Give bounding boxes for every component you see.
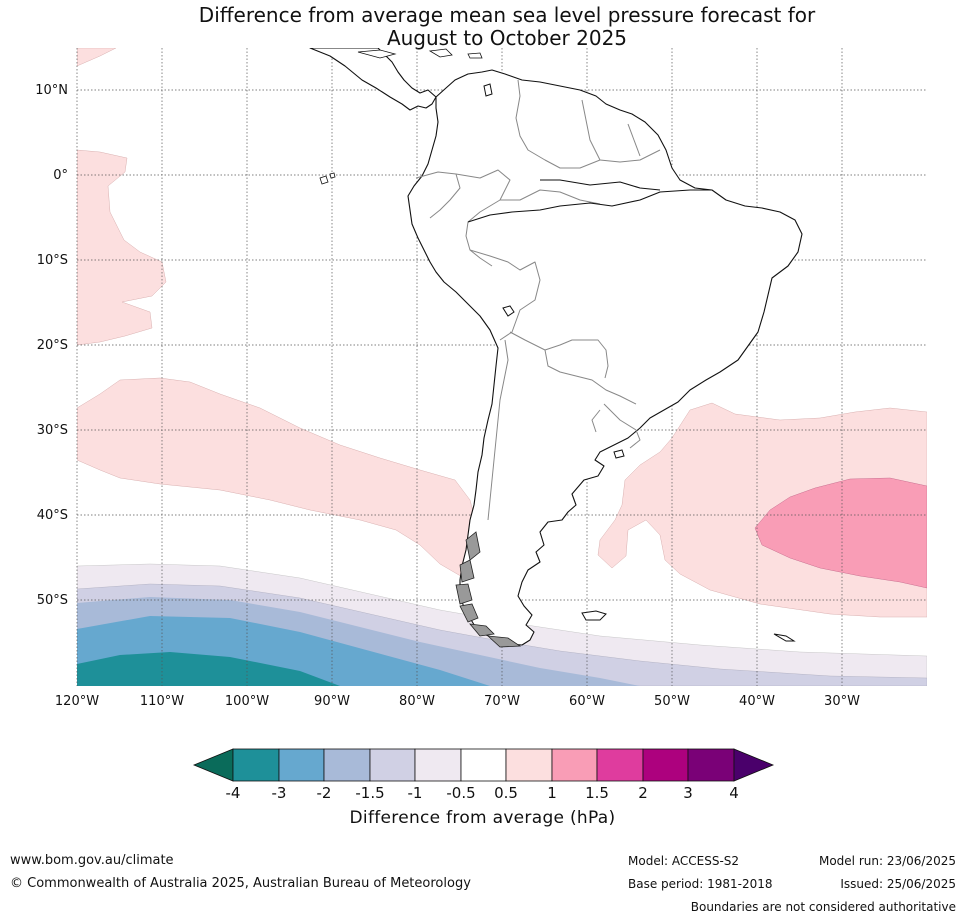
colorbar-tick-label: -1.5 — [355, 784, 384, 802]
colorbar-tick-label: 2 — [638, 784, 648, 802]
anomaly-fill-layer — [77, 48, 927, 686]
model-run-date: Model run: 23/06/2025 — [818, 854, 956, 868]
lon-label: 30°W — [824, 694, 860, 709]
website-link[interactable]: www.bom.gov.au/climate — [10, 853, 174, 868]
boundaries-disclaimer: Boundaries are not considered authoritat… — [690, 900, 956, 914]
central-america-coastline — [309, 48, 437, 111]
colorbar-tick-label: 4 — [729, 784, 739, 802]
colorbar-tick-label: 3 — [683, 784, 693, 802]
lake-maracaibo — [483, 83, 493, 97]
latitude-labels: 10°N 0° 10°S 20°S 30°S 40°S 50°S — [35, 83, 68, 608]
lon-label: 60°W — [569, 694, 605, 709]
colorbar-tick-label: 0.5 — [494, 784, 518, 802]
lon-label: 80°W — [399, 694, 435, 709]
colorbar-cell — [278, 748, 325, 782]
lake-titicaca — [502, 305, 515, 317]
colorbar-tick-label: -1 — [408, 784, 423, 802]
lon-label: 50°W — [654, 694, 690, 709]
country-borders — [415, 79, 661, 521]
map-title: Difference from average mean sea level p… — [0, 4, 965, 50]
model-name: Model: ACCESS-S2 — [628, 854, 740, 868]
colorbar-cell — [596, 748, 644, 782]
colorbar-tick-label: -2 — [317, 784, 332, 802]
caribbean-island — [467, 52, 483, 59]
lon-label: 40°W — [739, 694, 775, 709]
colorbar-tick-label: -0.5 — [446, 784, 475, 802]
lat-label: 30°S — [37, 423, 68, 438]
lat-label: 10°S — [37, 253, 68, 268]
lon-label: 70°W — [484, 694, 520, 709]
lat-label: 10°N — [35, 83, 68, 98]
colorbar-tick-label: 1 — [547, 784, 557, 802]
colorbar-tick-label: -4 — [226, 784, 241, 802]
lon-label: 120°W — [55, 694, 99, 709]
lon-label: 110°W — [140, 694, 184, 709]
lat-label: 40°S — [37, 508, 68, 523]
lat-label: 50°S — [37, 593, 68, 608]
colorbar-cell — [505, 748, 553, 782]
colorbar-cell — [369, 748, 416, 782]
colorbar-cell — [323, 748, 371, 782]
colorbar-cell — [232, 748, 280, 782]
falkland-islands — [581, 610, 607, 621]
caribbean-island — [357, 49, 397, 59]
region-south-pacific-plus — [77, 377, 493, 579]
lon-label: 90°W — [314, 694, 350, 709]
rivers — [467, 179, 712, 223]
colorbar-cell — [687, 748, 735, 782]
colorbar-tick-label: 1.5 — [585, 784, 609, 802]
colorbar-title: Difference from average (hPa) — [349, 808, 616, 828]
colorbar: -4 -3 -2 -1.5 -1 -0.5 0.5 1 1.5 2 3 4 — [192, 748, 775, 802]
chilean-archipelago — [455, 531, 522, 648]
lat-label: 20°S — [37, 338, 68, 353]
colorbar-cell — [551, 748, 598, 782]
colorbar-extend-high — [733, 748, 775, 782]
colorbar-cell — [460, 748, 507, 782]
colorbar-extend-low — [192, 748, 234, 782]
graticule — [76, 48, 927, 686]
caribbean-island — [428, 48, 453, 58]
map-title-line-2: August to October 2025 — [386, 26, 628, 50]
map-title-line-1: Difference from average mean sea level p… — [198, 3, 816, 27]
lat-label: 0° — [53, 168, 68, 183]
lon-label: 100°W — [225, 694, 269, 709]
south-america-coastline — [407, 69, 803, 646]
issued-date: Issued: 25/06/2025 — [840, 877, 956, 891]
region-south-atlantic-plus-1.5 — [754, 477, 927, 589]
region-east-pacific-plus — [77, 149, 167, 346]
south-georgia — [773, 633, 796, 642]
copyright-text: © Commonwealth of Australia 2025, Austra… — [10, 876, 471, 891]
base-period: Base period: 1981-2018 — [628, 877, 773, 891]
colorbar-cell — [414, 748, 462, 782]
region-nw-corner-plus — [77, 48, 117, 67]
longitude-labels: 120°W 110°W 100°W 90°W 80°W 70°W 60°W 50… — [55, 694, 860, 709]
colorbar-cell — [642, 748, 689, 782]
land-layer — [309, 48, 803, 648]
lagoa-dos-patos — [613, 449, 625, 459]
colorbar-tick-label: -3 — [272, 784, 287, 802]
galapagos-islands — [319, 172, 336, 185]
band-minus-4-to-minus-3 — [77, 652, 340, 686]
